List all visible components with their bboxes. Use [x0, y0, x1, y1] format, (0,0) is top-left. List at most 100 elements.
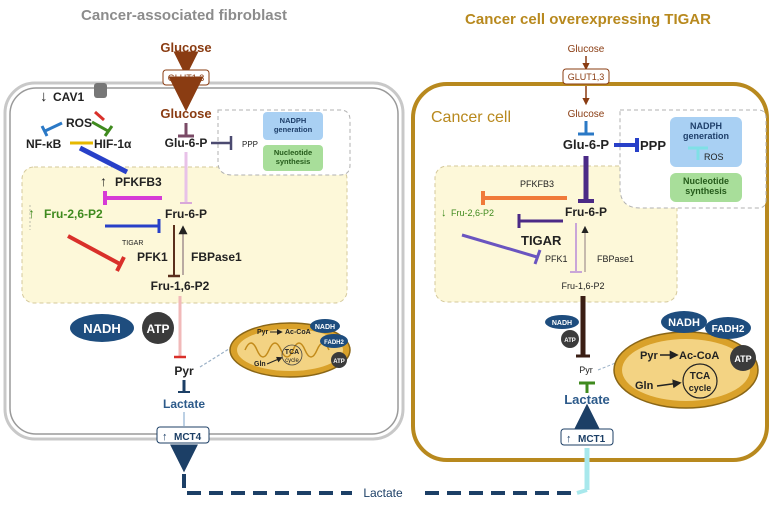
left-mito-acoa: Ac-CoA [285, 329, 311, 336]
pfkfb3-up-arrow: ↑ [100, 173, 107, 189]
ros-label: ROS [66, 116, 92, 130]
right-pfk1: PFK1 [545, 254, 568, 264]
left-mito-pyr: Pyr [257, 329, 269, 336]
right-tigar-bar [533, 249, 542, 265]
left-nadh-badge [70, 314, 134, 342]
cav1-down-arrow: ↓ [40, 88, 48, 105]
left-nadh-text: NADH [83, 321, 121, 336]
right-mito-acoa: Ac-CoA [679, 350, 719, 362]
cav1-label: CAV1 [53, 90, 84, 104]
left-mito-fadh-badge [320, 334, 348, 348]
right-mito-fadh: FADH2 [712, 324, 745, 335]
right-atp-text: ATP [564, 338, 576, 344]
left-mct-transporter [156, 426, 210, 444]
right-fru6p: Fru-6-P [565, 205, 607, 219]
right-glu6p: Glu-6-P [563, 137, 610, 152]
left-mito-nadh-badge [310, 319, 340, 333]
left-fru6p: Fru-6-P [165, 207, 207, 221]
left-pyr: Pyr [174, 364, 194, 378]
right-fbpase1: FBPase1 [597, 254, 634, 264]
left-ppp-label: PPP [242, 140, 258, 149]
left-lactate: Lactate [163, 397, 205, 411]
right-mito-atp: ATP [734, 354, 751, 364]
left-glu6p: Glu-6-P [165, 136, 208, 150]
right-glut-transporter [562, 68, 610, 85]
left-mito-nadh: NADH [315, 324, 335, 331]
right-mct-transporter [560, 428, 614, 446]
left-mito-tca: TCA [285, 349, 299, 356]
right-fru16: Fru-1,6-P2 [561, 281, 604, 291]
left-mito-atp-badge [331, 352, 347, 368]
left-red-inhibit [67, 234, 121, 266]
cav1-receptor-icon [94, 83, 107, 98]
ros-hif-bar [103, 125, 114, 137]
right-mito-tca-cycle [682, 363, 718, 399]
right-tigar-inhibit [461, 233, 538, 259]
left-nucleotide-box [263, 145, 323, 171]
ros-nfkb-bar [40, 125, 49, 137]
right-pfkfb3: PFKFB3 [520, 179, 554, 189]
right-nucleotide-box [670, 173, 742, 202]
right-pyr: Pyr [579, 365, 593, 375]
left-red-bar [115, 256, 126, 272]
right-atp-badge [561, 330, 579, 348]
right-glut-label: GLUT1,3 [568, 72, 605, 82]
right-mito-tca: TCA [690, 371, 711, 382]
right-glucose-outside: Glucose [568, 44, 605, 55]
left-pfkfb3: PFKFB3 [115, 175, 162, 189]
bottom-lactate-label: Lactate [363, 486, 403, 500]
right-mito-nadh: NADH [668, 317, 700, 329]
ros-red-bar [94, 110, 105, 122]
left-mito-gln-arrow [266, 356, 283, 365]
left-glucose-inside: Glucose [160, 106, 211, 121]
left-glucose-outside: Glucose [160, 40, 211, 55]
hif-label: HIF-1α [94, 137, 132, 151]
right-mito-gln: Gln [635, 380, 654, 392]
right-mct-up: ↑ [566, 433, 572, 445]
right-fru26-down: ↓ [441, 207, 447, 219]
right-fru26: Fru-2,6-P2 [451, 208, 494, 218]
right-nadh-text: NADH [552, 320, 572, 327]
left-mito-cycle: cycle [285, 358, 299, 364]
right-mito-pyr: Pyr [640, 350, 658, 362]
right-mito-gln-arrow [656, 379, 682, 389]
left-nadph-box [263, 112, 323, 140]
left-mito-fadh: FADH2 [324, 340, 344, 346]
nfkb-label: NF-κB [26, 137, 62, 151]
right-mito-matrix [622, 339, 750, 401]
right-nucleotide-label: Nucleotide synthesis [683, 176, 729, 196]
left-mito-gln: Gln [254, 361, 266, 368]
left-mito-matrix [237, 329, 343, 371]
left-mito-atp: ATP [333, 359, 345, 365]
right-title: Cancer cell overexpressing TIGAR [465, 11, 711, 28]
left-fru16: Fru-1,6-P2 [151, 279, 210, 293]
ros-to-hif-inhibit [91, 120, 109, 133]
left-mct-label: MCT4 [174, 432, 202, 443]
hif-to-pfkfb3-arrow [78, 145, 129, 175]
left-fru26-up: ↑ [28, 205, 35, 221]
left-fru26: Fru-2,6-P2 [44, 207, 103, 221]
lactate-shuttle-path [182, 474, 352, 495]
left-nucleotide-label: Nucleotide synthesis [274, 148, 312, 166]
right-lactate: Lactate [564, 392, 610, 407]
right-tigar: TIGAR [521, 233, 562, 248]
right-ppp-label: PPP [640, 138, 666, 153]
right-nadph-box [670, 117, 742, 167]
left-fbpase1: FBPase1 [191, 250, 242, 264]
right-glucose-inside: Glucose [568, 109, 605, 120]
left-mito-tca-cycle [281, 344, 303, 366]
cancer-cell-label: Cancer cell [431, 109, 511, 126]
ros-to-nfkb-inhibit [44, 121, 63, 133]
left-nadph-label: NADPH generation [274, 116, 313, 134]
left-title: Cancer-associated fibroblast [81, 7, 287, 24]
lactate-shuttle-turn [576, 488, 588, 495]
right-nadh-badge [545, 315, 579, 329]
right-mct-label: MCT1 [578, 434, 606, 445]
left-pyr-to-mito [199, 341, 241, 368]
right-mito-atp-badge [730, 345, 756, 371]
right-mito-fadh-badge [705, 317, 751, 339]
left-atp-text: ATP [146, 322, 169, 336]
left-mct-up: ↑ [162, 431, 168, 443]
